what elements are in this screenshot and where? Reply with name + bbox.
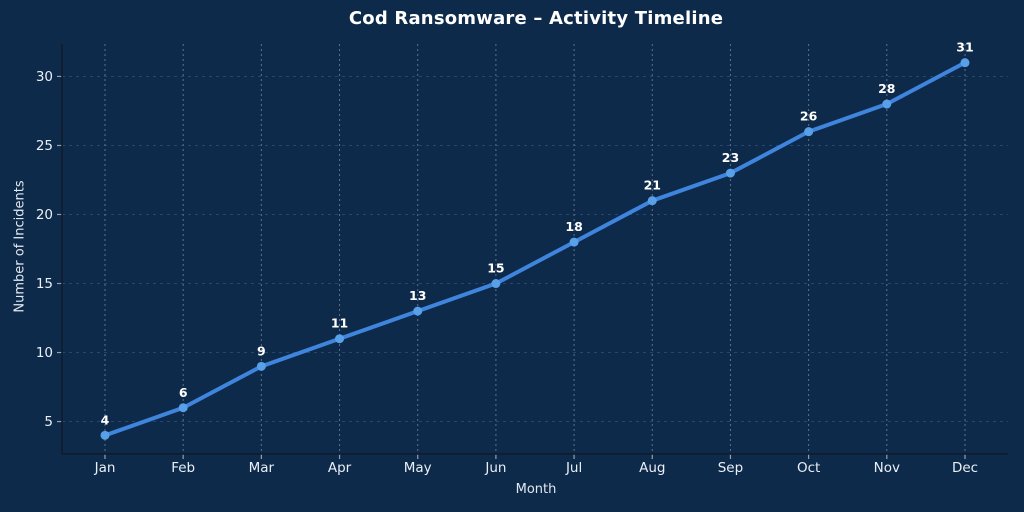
data-point-marker [882,99,892,109]
x-tick-label: Nov [874,460,900,476]
x-tick-label: May [404,460,432,476]
data-point-label: 13 [409,288,426,303]
data-point-label: 18 [565,219,582,234]
x-tick-label: Feb [171,460,195,476]
tick-labels: 5 10 15 20 25 30 Jan Feb Mar Apr May Jun Jul Aug Sep Oc… [36,69,978,476]
data-point-marker [647,196,657,206]
axes [57,44,1008,459]
x-tick-label: Aug [639,460,665,476]
x-tick-label: Jan [94,460,116,476]
data-point-label: 23 [722,150,739,165]
data-point-label: 31 [956,40,973,55]
y-axis-label: Number of Incidents [12,180,28,313]
x-tick-label: Dec [952,460,978,476]
data-point-label: 15 [487,261,504,276]
x-tick-label: Oct [797,460,820,476]
data-point-marker [335,334,345,344]
x-tick-label: Jul [565,460,582,476]
data-series: 4 6 9 11 13 15 18 21 23 26 28 31 [100,40,974,440]
data-point-label: 26 [800,109,818,124]
data-point-marker [100,430,110,440]
data-point-label: 6 [179,385,188,400]
y-tick-label: 10 [36,345,53,361]
x-tick-label: Jun [484,460,506,476]
data-point-marker [725,168,735,178]
x-tick-label: Sep [718,460,743,476]
data-point-label: 28 [878,81,895,96]
data-point-marker [804,127,814,137]
data-point-label: 9 [257,343,266,358]
data-point-marker [491,279,501,289]
y-tick-label: 5 [44,414,53,430]
y-tick-label: 20 [36,207,53,223]
data-point-marker [256,361,266,371]
y-tick-label: 25 [36,138,53,154]
data-point-marker [413,306,423,316]
x-tick-label: Apr [328,460,352,476]
gridlines [62,44,1008,454]
data-point-label: 11 [331,316,348,331]
data-point-label: 21 [644,178,661,193]
data-point-label: 4 [101,412,110,427]
chart-title: Cod Ransomware – Activity Timeline [348,8,724,29]
data-point-marker [569,237,579,247]
x-tick-label: Mar [249,460,275,476]
x-axis-label: Month [515,482,557,497]
y-tick-label: 15 [36,276,53,292]
data-point-marker [960,58,970,68]
data-point-marker [178,403,188,413]
data-line [103,60,967,438]
y-tick-label: 30 [36,69,53,85]
